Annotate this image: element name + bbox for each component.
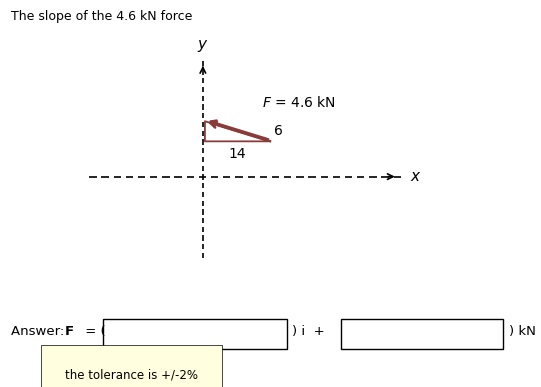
Text: $x$: $x$ xyxy=(410,169,421,184)
Text: 6: 6 xyxy=(274,124,283,138)
Text: $F$ = 4.6 kN: $F$ = 4.6 kN xyxy=(262,94,336,110)
Text: the tolerance is +/-2%: the tolerance is +/-2% xyxy=(65,368,198,382)
Text: $y$: $y$ xyxy=(197,38,209,54)
Text: 14: 14 xyxy=(229,147,246,161)
Text: F: F xyxy=(65,325,74,338)
Text: Answer:: Answer: xyxy=(11,325,68,338)
FancyBboxPatch shape xyxy=(103,319,287,349)
Text: The slope of the 4.6 kN force: The slope of the 4.6 kN force xyxy=(11,10,196,24)
Text: ) kN: ) kN xyxy=(509,325,536,338)
FancyBboxPatch shape xyxy=(341,319,503,349)
Text: = (: = ( xyxy=(81,325,106,338)
Text: ) i  +: ) i + xyxy=(292,325,325,338)
